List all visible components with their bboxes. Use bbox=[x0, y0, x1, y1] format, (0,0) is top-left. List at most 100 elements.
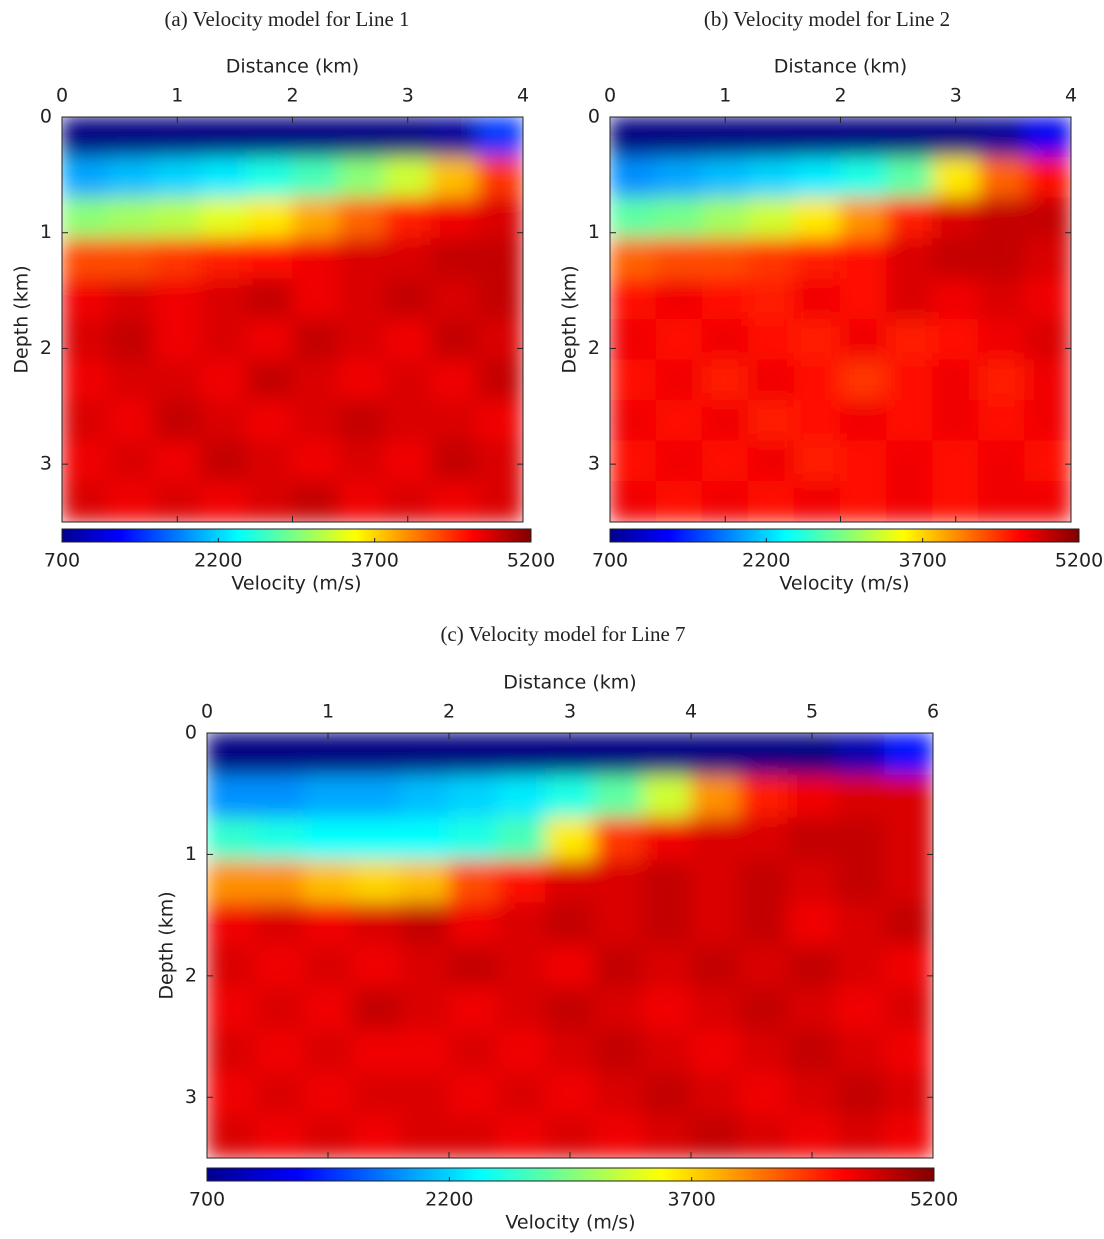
heatmap-cell bbox=[338, 359, 386, 401]
heatmap-cell bbox=[496, 775, 547, 819]
heatmap-cell bbox=[496, 987, 547, 1031]
colorbar-tick-label: 700 bbox=[189, 1189, 225, 1211]
heatmap-cell bbox=[545, 1030, 595, 1074]
heatmap-cell bbox=[476, 278, 523, 320]
heatmap-cell bbox=[430, 117, 478, 158]
heatmap-cell bbox=[245, 278, 293, 320]
heatmap-cell bbox=[496, 902, 547, 946]
heatmap-cell bbox=[199, 197, 247, 239]
heatmap-cell bbox=[738, 817, 789, 861]
heatmap-cell bbox=[292, 157, 340, 199]
heatmap-cell bbox=[701, 319, 749, 361]
heatmap-cell bbox=[1024, 157, 1071, 199]
heatmap-cell bbox=[886, 400, 934, 442]
heatmap-cell bbox=[884, 733, 933, 776]
heatmap-cell bbox=[787, 1030, 837, 1074]
heatmap-cell bbox=[840, 481, 888, 522]
heatmap bbox=[207, 733, 933, 1158]
heatmap-cell bbox=[932, 278, 980, 320]
heatmap-cell bbox=[787, 987, 837, 1031]
heatmap-cell bbox=[545, 817, 595, 861]
heatmap-cell bbox=[932, 157, 980, 199]
heatmap-cell bbox=[886, 319, 934, 361]
heatmap-cell bbox=[245, 400, 293, 442]
heatmap-cell bbox=[840, 400, 888, 442]
heatmap-cell bbox=[400, 1115, 450, 1158]
heatmap-cell bbox=[884, 902, 933, 946]
heatmap-cell bbox=[199, 278, 247, 320]
heatmap-cell bbox=[978, 157, 1026, 199]
heatmap-cell bbox=[738, 1072, 789, 1116]
heatmap-cell bbox=[642, 817, 692, 861]
y-tick-label: 1 bbox=[588, 221, 600, 243]
heatmap-cell bbox=[384, 238, 432, 280]
heatmap-cell bbox=[690, 902, 740, 946]
heatmap-cell bbox=[448, 1072, 498, 1116]
heatmap-cell bbox=[690, 733, 740, 776]
heatmap-cell bbox=[840, 278, 888, 320]
heatmap-cell bbox=[840, 319, 888, 361]
heatmap-cell bbox=[430, 400, 478, 442]
heatmap-cell bbox=[690, 945, 740, 989]
heatmap-cell bbox=[884, 860, 933, 904]
heatmap-cell bbox=[303, 987, 353, 1031]
heatmap-cell bbox=[701, 157, 749, 199]
heatmap-cell bbox=[642, 1030, 692, 1074]
heatmap-cell bbox=[430, 238, 478, 280]
heatmap-cell bbox=[384, 157, 432, 199]
heatmap-cell bbox=[207, 733, 256, 776]
heatmap-cell bbox=[1024, 319, 1071, 361]
heatmap-cell bbox=[1024, 238, 1071, 280]
heatmap-cell bbox=[153, 319, 201, 361]
heatmap-cell bbox=[351, 733, 402, 776]
heatmap-cell bbox=[690, 817, 740, 861]
heatmap-cell bbox=[610, 117, 657, 158]
heatmap-cell bbox=[747, 238, 795, 280]
heatmap-cell bbox=[62, 197, 109, 239]
heatmap-cell bbox=[448, 775, 498, 819]
heatmap-cell bbox=[338, 481, 386, 522]
heatmap-cell bbox=[787, 945, 837, 989]
heatmap-cell bbox=[338, 278, 386, 320]
heatmap-cell bbox=[978, 440, 1026, 482]
heatmap-cell bbox=[1024, 278, 1071, 320]
heatmap-cell bbox=[338, 117, 386, 158]
heatmap-cell bbox=[303, 817, 353, 861]
heatmap-cell bbox=[884, 1072, 933, 1116]
heatmap-cell bbox=[338, 319, 386, 361]
heatmap-cell bbox=[245, 440, 293, 482]
heatmap-cell bbox=[747, 117, 795, 158]
colorbar-tick-label: 5200 bbox=[1055, 550, 1103, 572]
x-tick-label: 6 bbox=[927, 701, 939, 723]
heatmap-cell bbox=[886, 440, 934, 482]
heatmap-cell bbox=[835, 1072, 886, 1116]
heatmap-cell bbox=[292, 319, 340, 361]
heatmap-cell bbox=[207, 860, 256, 904]
heatmap-cell bbox=[254, 1072, 305, 1116]
x-tick-label: 2 bbox=[443, 701, 455, 723]
heatmap-cell bbox=[642, 775, 692, 819]
heatmap-cell bbox=[978, 197, 1026, 239]
heatmap-cell bbox=[886, 359, 934, 401]
heatmap-cell bbox=[978, 481, 1026, 522]
heatmap-cell bbox=[400, 945, 450, 989]
heatmap-cell bbox=[545, 902, 595, 946]
heatmap-cell bbox=[545, 775, 595, 819]
heatmap-cell bbox=[886, 238, 934, 280]
heatmap-cell bbox=[1024, 481, 1071, 522]
heatmap-cell bbox=[338, 400, 386, 442]
x-tick-label: 1 bbox=[719, 85, 731, 107]
y-tick-label: 1 bbox=[40, 221, 52, 243]
heatmap-cell bbox=[400, 733, 450, 776]
heatmap-cell bbox=[884, 945, 933, 989]
heatmap-cell bbox=[835, 1030, 886, 1074]
heatmap-cell bbox=[430, 440, 478, 482]
heatmap-cell bbox=[747, 157, 795, 199]
heatmap-cell bbox=[840, 117, 888, 158]
panel-title: (b) Velocity model for Line 2 bbox=[704, 7, 950, 31]
heatmap-cell bbox=[545, 945, 595, 989]
heatmap-cell bbox=[738, 902, 789, 946]
heatmap-cell bbox=[593, 1072, 644, 1116]
heatmap-cell bbox=[884, 817, 933, 861]
